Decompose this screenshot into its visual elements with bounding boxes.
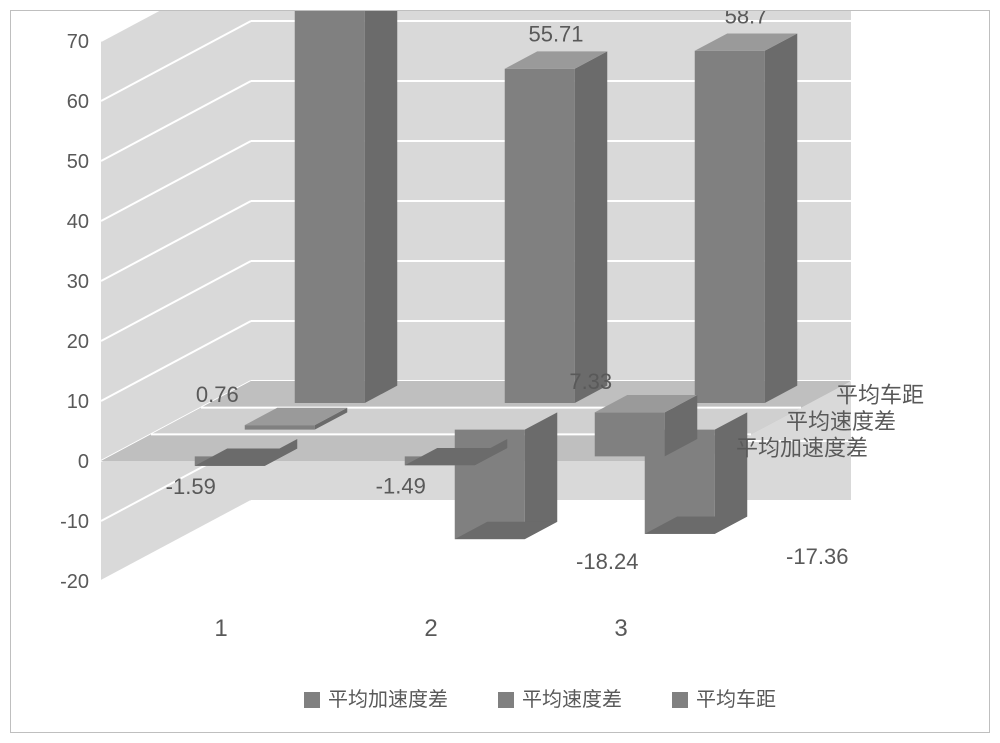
bar-s2-c1-front [505, 69, 575, 403]
legend-label: 平均加速度差 [328, 688, 448, 711]
bar-s0-c2-front [595, 412, 665, 456]
y-tick-label: 10 [67, 391, 89, 413]
series-axis-label: 平均加速度差 [736, 436, 868, 461]
y-tick-label: 0 [78, 451, 89, 473]
chart-panel: -20-10010203040506070平均加速度差平均速度差平均车距1236… [10, 10, 990, 733]
bar-s1-c2-side [715, 412, 748, 533]
legend-label: 平均车距 [696, 688, 776, 711]
y-tick-label: 30 [67, 271, 89, 293]
bar-s1-c1-side [525, 412, 558, 539]
legend-marker [498, 692, 514, 708]
bar-s1-c0-front [245, 425, 315, 430]
y-tick-label: 40 [67, 211, 89, 233]
category-label: 1 [214, 615, 227, 642]
series-axis-label: 平均速度差 [786, 409, 896, 434]
value-label: 0.76 [196, 382, 239, 407]
y-tick-label: -10 [60, 511, 89, 533]
bar-s2-c1-side [575, 51, 608, 403]
y-tick-label: 70 [67, 31, 89, 53]
bar-s2-c0-side [365, 11, 398, 403]
y-tick-label: 20 [67, 331, 89, 353]
series-axis-label: 平均车距 [836, 382, 924, 407]
bar3d-chart: -20-10010203040506070平均加速度差平均速度差平均车距1236… [11, 11, 989, 732]
bar-s2-c2-front [695, 51, 765, 403]
category-label: 2 [424, 615, 437, 642]
legend-marker [304, 692, 320, 708]
legend-label: 平均速度差 [522, 688, 622, 711]
value-label: 7.33 [569, 369, 612, 394]
value-label: -1.49 [376, 473, 426, 498]
y-tick-label: 60 [67, 91, 89, 113]
bar-s2-c0-front [295, 11, 365, 403]
value-label: 55.71 [528, 21, 583, 46]
value-label: -18.24 [576, 549, 638, 574]
category-label: 3 [614, 615, 627, 642]
bar-s2-c2-side [765, 33, 798, 403]
value-label: -1.59 [166, 474, 216, 499]
value-label: 58.7 [725, 11, 768, 28]
y-tick-label: 50 [67, 151, 89, 173]
value-label: -17.36 [786, 544, 848, 569]
y-tick-label: -20 [60, 571, 89, 593]
legend-marker [672, 692, 688, 708]
